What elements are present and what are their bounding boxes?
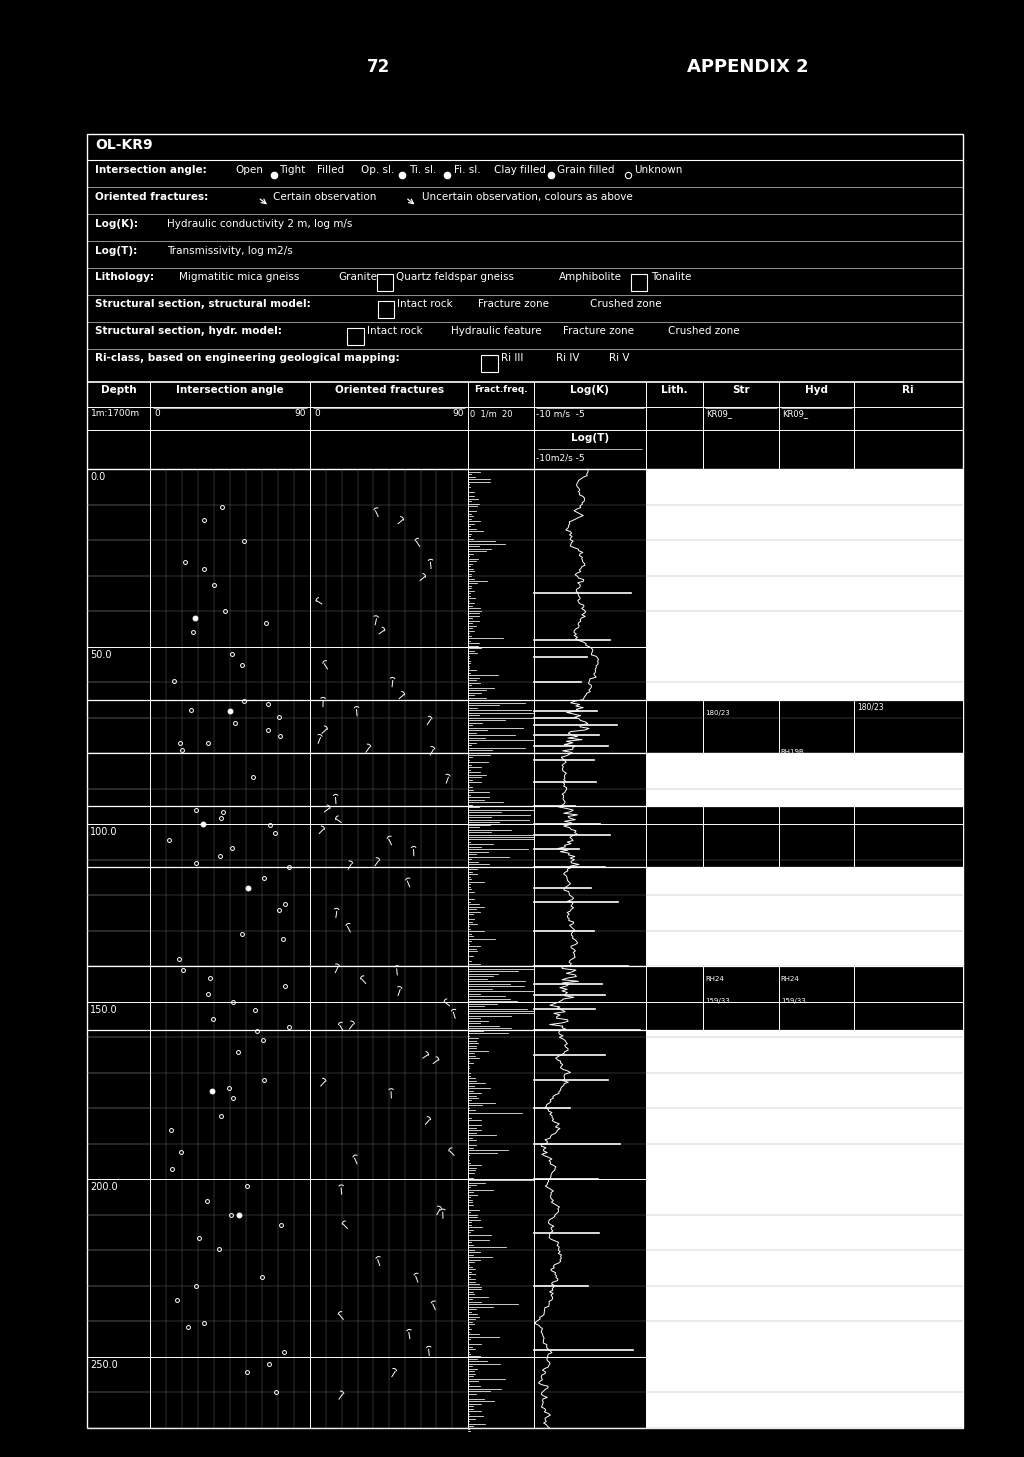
- Text: 200.0: 200.0: [90, 1182, 118, 1192]
- Text: 0  1/m  20: 0 1/m 20: [470, 409, 512, 418]
- Text: Log(T):: Log(T):: [95, 246, 137, 255]
- Text: 150.0: 150.0: [90, 1005, 118, 1014]
- Text: Intact rock: Intact rock: [367, 326, 422, 337]
- Bar: [645, 867, 703, 966]
- Text: Unknown: Unknown: [634, 165, 682, 175]
- Bar: [854, 699, 963, 753]
- Bar: [703, 699, 778, 753]
- Text: OL-KR9: OL-KR9: [95, 138, 153, 153]
- Text: Ri III: Ri III: [501, 354, 523, 363]
- Text: Fi. sl.: Fi. sl.: [454, 165, 480, 175]
- Text: 1m:1700m: 1m:1700m: [91, 409, 140, 418]
- Text: Intact rock: Intact rock: [397, 300, 453, 309]
- Text: Hyd: Hyd: [805, 385, 827, 395]
- Text: 0.0: 0.0: [90, 472, 105, 482]
- Bar: [645, 1030, 703, 1428]
- Text: 159/33: 159/33: [706, 998, 730, 1004]
- Text: Structural section, structural model:: Structural section, structural model:: [95, 300, 311, 309]
- Text: Op. sl.: Op. sl.: [361, 165, 395, 175]
- Text: Clay filled: Clay filled: [494, 165, 546, 175]
- Text: APPENDIX 2: APPENDIX 2: [687, 58, 808, 76]
- Text: Tight: Tight: [280, 165, 306, 175]
- Text: KR09_: KR09_: [781, 409, 808, 418]
- Text: Fract.freq.: Fract.freq.: [474, 385, 527, 393]
- Text: RH19B: RH19B: [780, 749, 805, 755]
- Text: Hydraulic conductivity 2 m, log m/s: Hydraulic conductivity 2 m, log m/s: [167, 219, 352, 229]
- Text: Ti. sl.: Ti. sl.: [409, 165, 436, 175]
- Text: Transmissivity, log m2/s: Transmissivity, log m2/s: [167, 246, 293, 255]
- Bar: [703, 807, 778, 867]
- Text: Oriented fractures: Oriented fractures: [335, 385, 443, 395]
- Bar: [378, 302, 394, 319]
- Bar: [703, 966, 778, 1030]
- Text: 180/23: 180/23: [857, 702, 884, 712]
- Text: 90: 90: [295, 409, 306, 418]
- Bar: [347, 328, 364, 345]
- Bar: [645, 469, 703, 699]
- Text: Amphibolite: Amphibolite: [559, 272, 623, 283]
- Bar: [481, 356, 498, 373]
- Text: Ri V: Ri V: [609, 354, 630, 363]
- Text: Intersection angle: Intersection angle: [176, 385, 284, 395]
- Text: Ri IV: Ri IV: [556, 354, 580, 363]
- Text: Intersection angle:: Intersection angle:: [95, 165, 207, 175]
- Text: RH24: RH24: [706, 976, 724, 982]
- Text: Lithology:: Lithology:: [95, 272, 155, 283]
- Bar: [778, 469, 854, 1428]
- Text: Crushed zone: Crushed zone: [668, 326, 739, 337]
- Text: Log(K):: Log(K):: [95, 219, 138, 229]
- Text: -10m2/s -5: -10m2/s -5: [536, 453, 585, 462]
- Text: 0: 0: [155, 409, 160, 418]
- Text: Filled: Filled: [317, 165, 344, 175]
- Text: RH24: RH24: [780, 976, 800, 982]
- Text: Migmatitic mica gneiss: Migmatitic mica gneiss: [179, 272, 300, 283]
- Bar: [778, 807, 854, 867]
- Text: KR09_: KR09_: [707, 409, 732, 418]
- Bar: [854, 807, 963, 867]
- Text: Ri-class, based on engineering geological mapping:: Ri-class, based on engineering geologica…: [95, 354, 399, 363]
- Text: RH19B 180/23: RH19B 180/23: [780, 692, 825, 698]
- Text: Log(K): Log(K): [570, 385, 609, 395]
- Text: Structural section, hydr. model:: Structural section, hydr. model:: [95, 326, 282, 337]
- Text: Hydraulic feature: Hydraulic feature: [451, 326, 542, 337]
- Bar: [645, 753, 703, 807]
- Text: Tonalite: Tonalite: [651, 272, 691, 283]
- Text: Quartz feldspar gneiss: Quartz feldspar gneiss: [396, 272, 514, 283]
- Text: 72: 72: [368, 58, 390, 76]
- Bar: [854, 966, 963, 1030]
- Bar: [778, 699, 854, 753]
- Text: Fracture zone: Fracture zone: [563, 326, 634, 337]
- Text: 90: 90: [453, 409, 464, 418]
- Text: Granite: Granite: [338, 272, 377, 283]
- Bar: [87, 134, 963, 1428]
- Bar: [703, 469, 778, 1428]
- Text: Depth: Depth: [100, 385, 136, 395]
- Text: 0: 0: [314, 409, 321, 418]
- Text: Ri: Ri: [902, 385, 914, 395]
- Bar: [631, 274, 647, 291]
- Bar: [377, 274, 393, 291]
- Text: Log(T): Log(T): [570, 433, 608, 443]
- Text: 180/23: 180/23: [780, 763, 806, 769]
- Text: Open: Open: [236, 165, 263, 175]
- Text: Str: Str: [732, 385, 750, 395]
- Text: RH19B: RH19B: [706, 692, 729, 698]
- Bar: [854, 469, 963, 1428]
- Text: 159/33: 159/33: [780, 998, 806, 1004]
- Text: Certain observation: Certain observation: [273, 191, 377, 201]
- Bar: [778, 966, 854, 1030]
- Text: 250.0: 250.0: [90, 1359, 118, 1370]
- Text: 50.0: 50.0: [90, 650, 112, 660]
- Text: Oriented fractures:: Oriented fractures:: [95, 191, 209, 201]
- Text: Crushed zone: Crushed zone: [590, 300, 662, 309]
- Text: 100.0: 100.0: [90, 828, 118, 838]
- Text: Uncertain observation, colours as above: Uncertain observation, colours as above: [422, 191, 633, 201]
- Text: 180/23: 180/23: [857, 756, 884, 765]
- Text: Fracture zone: Fracture zone: [478, 300, 549, 309]
- Text: Grain filled: Grain filled: [557, 165, 614, 175]
- Text: Lith.: Lith.: [662, 385, 688, 395]
- Text: -10 m/s  -5: -10 m/s -5: [536, 409, 585, 418]
- Text: 180/23: 180/23: [706, 710, 730, 715]
